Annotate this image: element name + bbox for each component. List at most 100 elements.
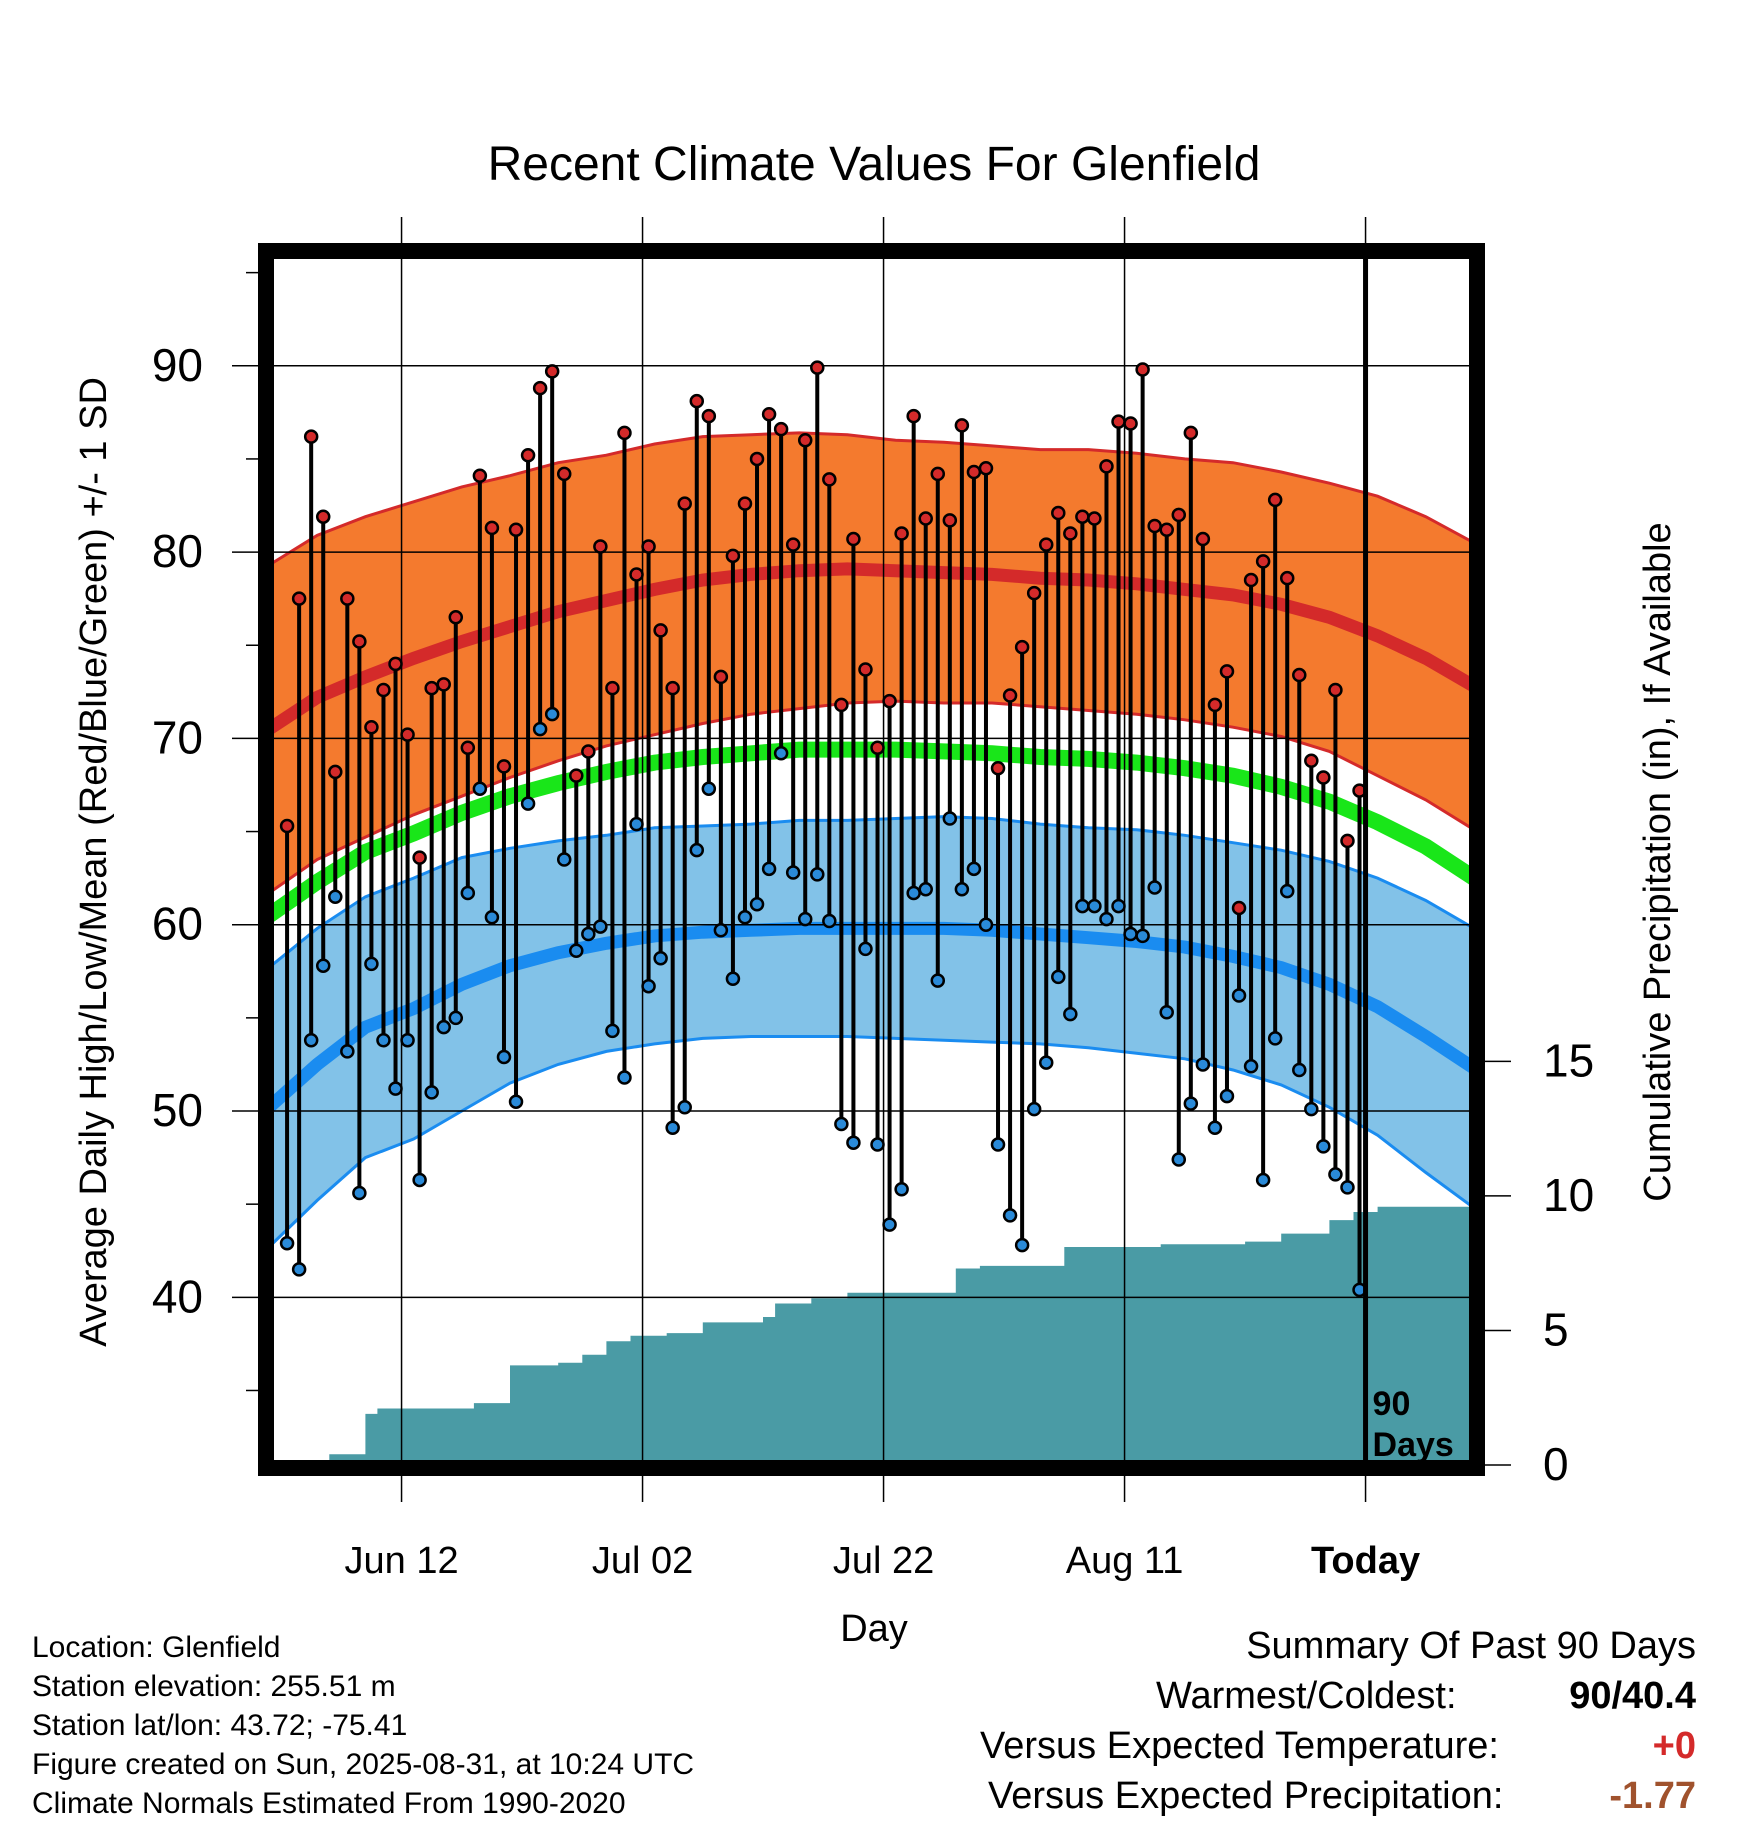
footer-created: Figure created on Sun, 2025-08-31, at 10… — [32, 1748, 695, 1781]
daily-high-point — [484, 520, 500, 536]
daily-low-point — [785, 865, 801, 880]
today-days-label-number: 90 — [1373, 1385, 1411, 1423]
daily-high-point — [388, 656, 403, 672]
daily-low-point — [1111, 898, 1126, 914]
daily-low-point — [737, 910, 753, 925]
daily-high-point — [1099, 459, 1114, 474]
daily-high-point — [930, 466, 946, 482]
daily-low-point — [810, 867, 825, 882]
normal-low-lower-edge — [267, 1035, 1475, 1249]
daily-high-point — [797, 433, 813, 448]
summary-warmest-value: 90/40.4 — [1569, 1675, 1696, 1717]
daily-low-point — [448, 1010, 464, 1026]
x-tick-label: Jul 22 — [833, 1540, 934, 1582]
daily-low-point — [749, 896, 765, 912]
summary-temp-label: Versus Expected Temperature: — [980, 1725, 1499, 1767]
daily-high-point — [448, 610, 464, 625]
daily-low-point — [1292, 1062, 1307, 1078]
daily-high-point — [569, 768, 584, 783]
daily-high-point — [725, 548, 741, 564]
daily-high-point — [846, 531, 861, 547]
daily-high-point — [882, 693, 897, 709]
daily-high-point — [364, 719, 379, 735]
daily-low-point — [1123, 926, 1138, 942]
daily-low-point — [1051, 969, 1066, 985]
summary-precip-label: Versus Expected Precipitation: — [988, 1775, 1504, 1817]
daily-low-point — [532, 721, 548, 737]
daily-high-point — [520, 447, 536, 463]
normal-low-line — [264, 921, 1478, 1113]
daily-low-point — [1316, 1139, 1331, 1154]
daily-high-point — [761, 406, 777, 422]
daily-high-point — [1111, 414, 1126, 429]
summary-warmest-label: Warmest/Coldest: — [1156, 1675, 1457, 1717]
daily-low-point — [424, 1085, 439, 1100]
daily-high-point — [990, 760, 1006, 776]
daily-high-point — [460, 740, 476, 755]
daily-high-point — [822, 472, 837, 487]
daily-high-point — [653, 623, 668, 638]
y-tick-label: 80 — [152, 525, 203, 577]
x-tick-label: Jul 02 — [592, 1540, 693, 1582]
daily-low-point — [653, 950, 668, 966]
daily-high-point — [1159, 522, 1174, 537]
daily-low-point — [1002, 1208, 1018, 1223]
daily-high-point — [1304, 753, 1319, 769]
daily-high-point — [978, 461, 994, 476]
daily-low-point — [1243, 1059, 1259, 1074]
daily-high-point — [412, 850, 427, 865]
x-axis-label: Day — [840, 1608, 908, 1650]
daily-low-point — [436, 1019, 451, 1035]
daily-low-point — [352, 1185, 367, 1201]
daily-low-point — [858, 941, 873, 957]
daily-low-point — [834, 1116, 849, 1132]
daily-low-point — [1207, 1120, 1223, 1136]
daily-low-point — [954, 882, 970, 897]
y2-tick-label: 5 — [1543, 1303, 1569, 1355]
y2-tick-label: 15 — [1543, 1034, 1594, 1086]
daily-high-point — [629, 567, 644, 582]
daily-low-point — [1219, 1088, 1235, 1104]
daily-high-point — [773, 421, 789, 437]
daily-low-point — [689, 842, 705, 858]
daily-low-point — [942, 811, 958, 826]
daily-low-point — [569, 943, 584, 959]
daily-high-point — [532, 380, 548, 396]
daily-high-point — [1279, 570, 1295, 586]
daily-low-point — [388, 1081, 403, 1096]
plot-frame — [258, 243, 1485, 1476]
chart-title: Recent Climate Values For Glenfield — [488, 138, 1261, 191]
daily-high-point — [737, 496, 753, 511]
y-tick-label: 60 — [152, 898, 203, 950]
normal-high-line — [265, 562, 1478, 735]
daily-high-point — [1219, 664, 1235, 679]
daily-low-point — [773, 746, 789, 761]
daily-low-point — [761, 861, 777, 877]
daily-high-point — [581, 744, 596, 759]
daily-low-point — [629, 816, 644, 832]
daily-low-point — [894, 1182, 909, 1197]
daily-low-point — [725, 971, 741, 986]
summary-precip-value: -1.77 — [1609, 1775, 1696, 1817]
daily-high-point — [1316, 770, 1331, 785]
daily-high-point — [942, 513, 958, 528]
daily-low-point — [978, 917, 994, 932]
daily-high-point — [376, 682, 391, 698]
daily-high-point — [1292, 667, 1307, 683]
daily-high-point — [641, 539, 656, 554]
normal-high-band — [269, 432, 1474, 893]
daily-high-point — [303, 429, 319, 444]
daily-high-point — [1014, 639, 1030, 655]
daily-high-point — [966, 464, 982, 480]
daily-low-point — [1183, 1096, 1199, 1111]
daily-low-point — [882, 1217, 897, 1232]
daily-high-point — [400, 727, 415, 742]
daily-low-point — [1099, 911, 1114, 927]
daily-high-point — [1328, 682, 1343, 698]
daily-low-point — [1014, 1237, 1030, 1253]
daily-low-point — [870, 1137, 885, 1152]
daily-low-point — [581, 926, 596, 942]
footer-elevation: Station elevation: 255.51 m — [32, 1670, 396, 1703]
daily-low-point — [1075, 898, 1090, 914]
